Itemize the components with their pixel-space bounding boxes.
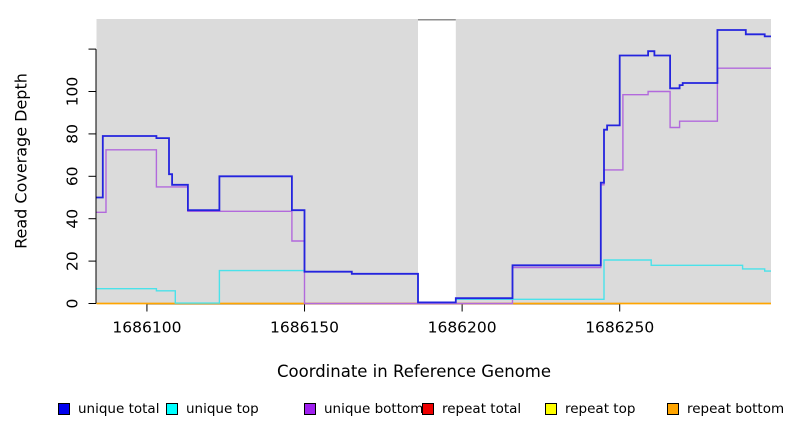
y-tick-label: 60 — [64, 166, 82, 186]
legend-label: repeat total — [442, 401, 522, 417]
legend-label: unique top — [186, 401, 259, 417]
legend-label: unique bottom — [324, 401, 424, 417]
legend-item-unique-bottom: unique bottom — [304, 400, 423, 418]
y-tick-label: 100 — [64, 77, 82, 107]
legend-label: repeat top — [565, 401, 636, 417]
legend-item-unique-total: unique total — [58, 400, 159, 418]
y-tick-label: 0 — [64, 299, 82, 309]
x-tick-label: 1686100 — [112, 319, 181, 337]
legend-item-repeat-total: repeat total — [422, 400, 521, 418]
y-tick-label: 40 — [64, 209, 82, 229]
legend: unique total unique top unique bottom repea… — [0, 400, 792, 422]
series-unique-total-line — [96, 29, 771, 304]
legend-label: unique total — [78, 401, 160, 417]
y-axis-label: Read Coverage Depth — [11, 73, 31, 249]
legend-item-repeat-top: repeat top — [545, 400, 635, 418]
x-axis-label: Coordinate in Reference Genome — [276, 362, 552, 381]
legend-swatch-icon — [545, 403, 557, 415]
legend-swatch-icon — [58, 403, 70, 415]
y-tick-label: 80 — [64, 124, 82, 144]
x-tick-label: 1686250 — [585, 319, 654, 337]
x-tick-label: 1686200 — [428, 319, 497, 337]
legend-swatch-icon — [304, 403, 316, 415]
legend-swatch-icon — [422, 403, 434, 415]
legend-swatch-icon — [667, 403, 679, 415]
coverage-gap-band — [417, 19, 456, 304]
y-tick-label: 20 — [64, 251, 82, 271]
legend-item-unique-top: unique top — [166, 400, 259, 418]
x-tick-label: 1686150 — [270, 319, 339, 337]
legend-label: repeat bottom — [687, 401, 785, 417]
legend-item-repeat-bottom: repeat bottom — [667, 400, 784, 418]
plot-canvas: 1686100 1686150 1686200 1686250 0 20 40 60 80 100 — [64, 19, 771, 337]
legend-swatch-icon — [166, 403, 178, 415]
